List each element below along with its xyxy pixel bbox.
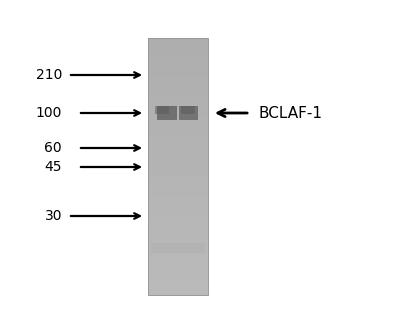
Bar: [148, 38, 208, 295]
Text: 60: 60: [44, 141, 62, 155]
Bar: [179, 106, 198, 120]
Bar: [181, 106, 195, 114]
Text: 30: 30: [44, 209, 62, 223]
Text: BCLAF-1: BCLAF-1: [258, 106, 322, 121]
Text: 100: 100: [36, 106, 62, 120]
Text: 45: 45: [44, 160, 62, 174]
Bar: [157, 106, 177, 120]
Bar: [154, 106, 169, 114]
Text: 210: 210: [36, 68, 62, 82]
Bar: [151, 243, 205, 253]
